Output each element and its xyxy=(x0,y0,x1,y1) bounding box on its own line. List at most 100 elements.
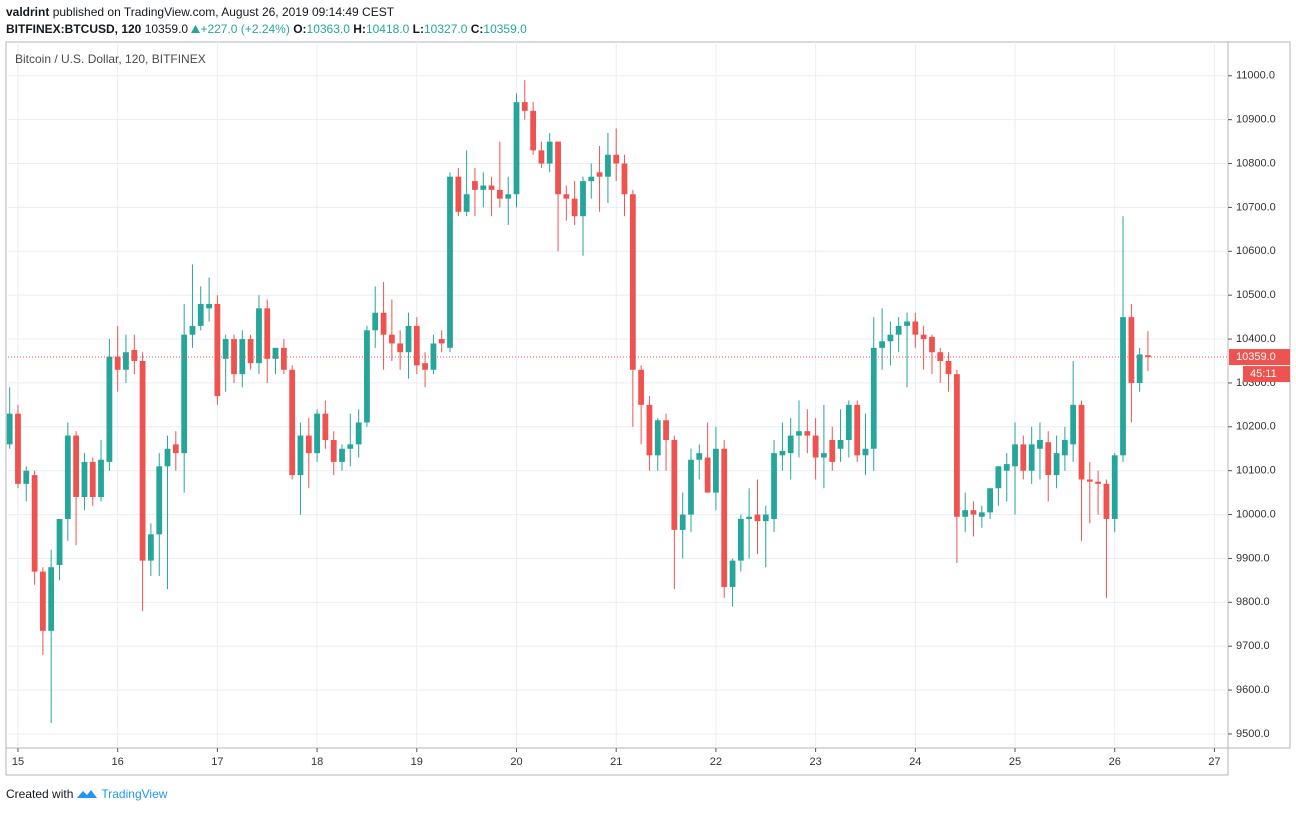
candle-body xyxy=(1070,404,1077,445)
candle-body xyxy=(106,356,113,462)
brand[interactable]: TradingView xyxy=(101,787,168,801)
y-tick-label: 9800.0 xyxy=(1236,596,1270,608)
ohlc-value: 10418.0 xyxy=(365,22,410,36)
candle-body xyxy=(472,181,478,190)
candle-body xyxy=(978,512,985,517)
candle-body xyxy=(297,435,304,476)
candle-body xyxy=(530,110,537,151)
y-tick-label: 10900.0 xyxy=(1236,114,1276,126)
y-tick-label: 10600.0 xyxy=(1236,245,1276,257)
candle-body xyxy=(40,571,46,631)
y-tick-label: 10700.0 xyxy=(1236,201,1276,213)
y-tick-label: 9600.0 xyxy=(1236,684,1270,696)
candle-body xyxy=(330,439,337,462)
footer: Created with TradingView xyxy=(6,787,167,801)
candle-body xyxy=(98,459,104,498)
ohlc-key: C: xyxy=(470,22,484,36)
candle-body xyxy=(1145,355,1151,358)
candle-body xyxy=(64,435,71,519)
candle-body xyxy=(1028,444,1035,471)
ohlc: O:10363.0 H:10418.0 L:10327.0 C:10359.0 xyxy=(293,22,527,36)
candle-body xyxy=(480,185,487,190)
price-axis xyxy=(1227,41,1291,749)
candle-body xyxy=(895,325,902,335)
y-tick-label: 9500.0 xyxy=(1236,728,1270,740)
candle-body xyxy=(48,567,55,631)
candle-body xyxy=(114,356,121,370)
ohlc-key: L: xyxy=(412,22,424,36)
candle-body xyxy=(688,459,694,515)
candle-body xyxy=(870,347,877,449)
time-axis xyxy=(5,747,1229,776)
candle-body xyxy=(397,343,404,353)
y-tick-label: 10200.0 xyxy=(1236,421,1276,433)
candle-body xyxy=(455,176,462,212)
candle-body xyxy=(189,325,196,335)
y-tick-label: 10100.0 xyxy=(1236,465,1276,477)
footer-text: Created with xyxy=(6,787,74,801)
candle-body xyxy=(131,350,138,361)
candle-body xyxy=(621,163,628,195)
ohlc-value: 10359.0 xyxy=(483,22,527,36)
publish-line: valdrint published on TradingView.com, A… xyxy=(6,4,527,21)
candle-body xyxy=(904,321,910,326)
y-tick-label: 10400.0 xyxy=(1236,333,1276,345)
candle-body xyxy=(962,510,969,517)
last-price-tag xyxy=(1229,349,1290,366)
x-tick-label: 17 xyxy=(211,756,223,768)
candle-body xyxy=(73,435,79,498)
candle-body xyxy=(920,334,927,340)
candle-body xyxy=(954,374,960,517)
candle-body xyxy=(546,141,553,164)
x-tick-label: 22 xyxy=(710,756,722,768)
candle-body xyxy=(945,360,952,375)
up-arrow xyxy=(191,25,201,33)
candle-body xyxy=(355,422,362,445)
candle-body xyxy=(405,325,412,353)
last: 10359.0 xyxy=(144,22,189,36)
candle-body xyxy=(496,189,503,199)
candle-body xyxy=(1095,481,1101,484)
countdown-label: 45:11 xyxy=(1250,368,1277,380)
candle-body xyxy=(289,369,296,476)
candle-body xyxy=(845,404,852,440)
candle-body xyxy=(912,321,919,335)
candle-body xyxy=(1003,464,1010,471)
candle-body xyxy=(314,413,320,454)
ohlc-key: H: xyxy=(353,22,366,36)
candle-body xyxy=(388,334,395,344)
countdown-tag xyxy=(1243,366,1290,383)
candle-body xyxy=(280,347,287,370)
ohlc-key: O: xyxy=(293,22,307,36)
symbol: BITFINEX:BTCUSD, 120 xyxy=(6,22,142,36)
candle-body xyxy=(654,420,661,456)
candle-body xyxy=(521,102,528,111)
candle-body xyxy=(970,510,977,515)
candle-body xyxy=(995,466,1002,489)
y-tick-label: 10000.0 xyxy=(1236,508,1276,520)
candle-body xyxy=(422,363,428,370)
candle-body xyxy=(347,444,354,449)
candle-body xyxy=(629,194,636,370)
candle-body xyxy=(879,341,886,348)
candle-body xyxy=(671,439,678,530)
candle-body xyxy=(430,343,437,370)
candle-body xyxy=(147,534,154,561)
candle-body xyxy=(6,413,13,445)
candle-body xyxy=(1128,317,1135,383)
candle-body xyxy=(463,194,470,212)
candle-body xyxy=(488,185,495,190)
candle-body xyxy=(638,369,645,405)
x-tick-label: 18 xyxy=(311,756,323,768)
x-tick-label: 20 xyxy=(510,756,522,768)
candle-body xyxy=(305,435,312,454)
x-tick-label: 26 xyxy=(1109,756,1121,768)
candle-body xyxy=(804,431,811,436)
x-tick-label: 24 xyxy=(909,756,921,768)
candle-body xyxy=(1020,444,1027,471)
candle-body xyxy=(364,330,370,423)
candle-body xyxy=(787,435,794,454)
candle-body xyxy=(272,347,279,359)
author[interactable]: valdrint xyxy=(6,5,50,19)
candle-body xyxy=(372,312,379,331)
